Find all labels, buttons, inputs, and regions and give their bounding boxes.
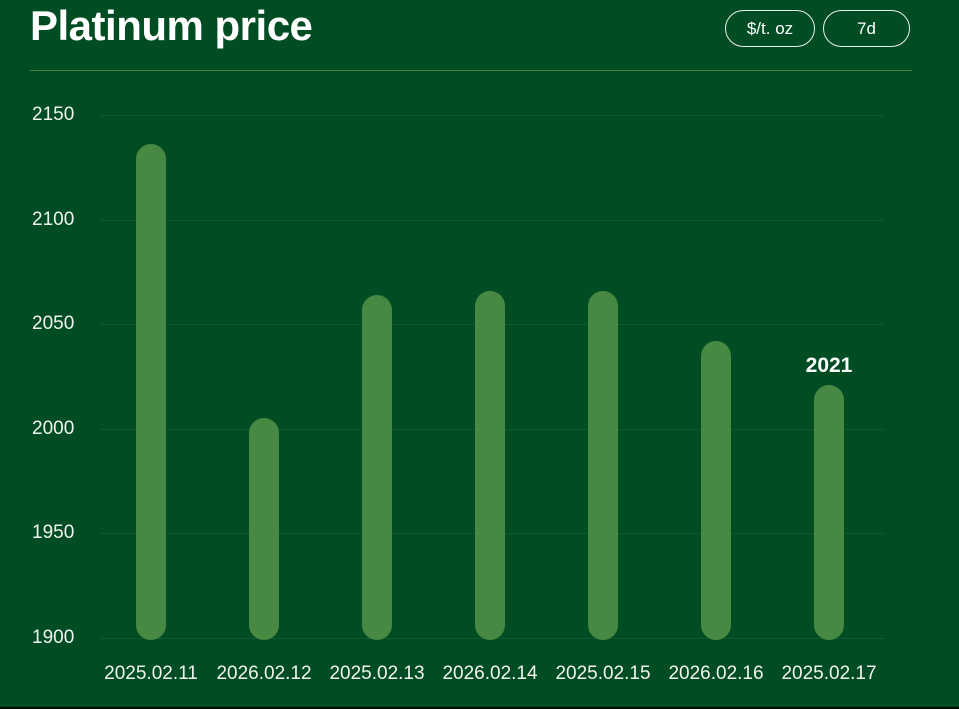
x-axis-tick-label: 2025.02.17 <box>781 663 877 684</box>
bar-2026.02.16[interactable] <box>701 340 731 640</box>
chart-header: Platinum price $/t. oz 7d <box>0 0 959 70</box>
bar-value-annotation: 2021 <box>805 353 853 377</box>
x-axis-tick-label: 2026.02.16 <box>668 663 764 684</box>
y-axis-tick-label: 2000 <box>32 417 75 439</box>
gridline <box>100 115 885 116</box>
y-axis-tick-label: 1950 <box>32 522 75 544</box>
bar-2025.02.17[interactable] <box>814 384 844 640</box>
header-buttons: $/t. oz 7d <box>725 10 910 47</box>
unit-toggle-button[interactable]: $/t. oz <box>725 10 815 47</box>
y-axis-tick-label: 2050 <box>32 313 75 335</box>
y-axis-tick-label: 2100 <box>32 208 75 230</box>
bar-2025.02.11[interactable] <box>136 144 166 640</box>
bar-2025.02.13[interactable] <box>362 294 392 640</box>
x-axis-tick-label: 2025.02.13 <box>329 663 425 684</box>
y-axis-tick-label: 1900 <box>32 627 75 648</box>
y-axis-tick-label: 2150 <box>32 104 75 125</box>
x-axis-tick-label: 2025.02.11 <box>104 663 198 684</box>
bar-2026.02.14[interactable] <box>475 290 505 640</box>
header-divider <box>30 70 912 71</box>
bar-2026.02.12[interactable] <box>249 418 279 640</box>
x-axis-tick-label: 2026.02.12 <box>216 663 312 684</box>
bar-2025.02.15[interactable] <box>588 290 618 640</box>
x-axis-tick-label: 2026.02.14 <box>442 663 538 684</box>
x-axis-tick-label: 2025.02.15 <box>555 663 651 684</box>
period-toggle-button[interactable]: 7d <box>823 10 910 47</box>
bottom-window-edge <box>0 707 959 709</box>
gridline <box>100 219 885 221</box>
page-title: Platinum price <box>30 2 313 49</box>
